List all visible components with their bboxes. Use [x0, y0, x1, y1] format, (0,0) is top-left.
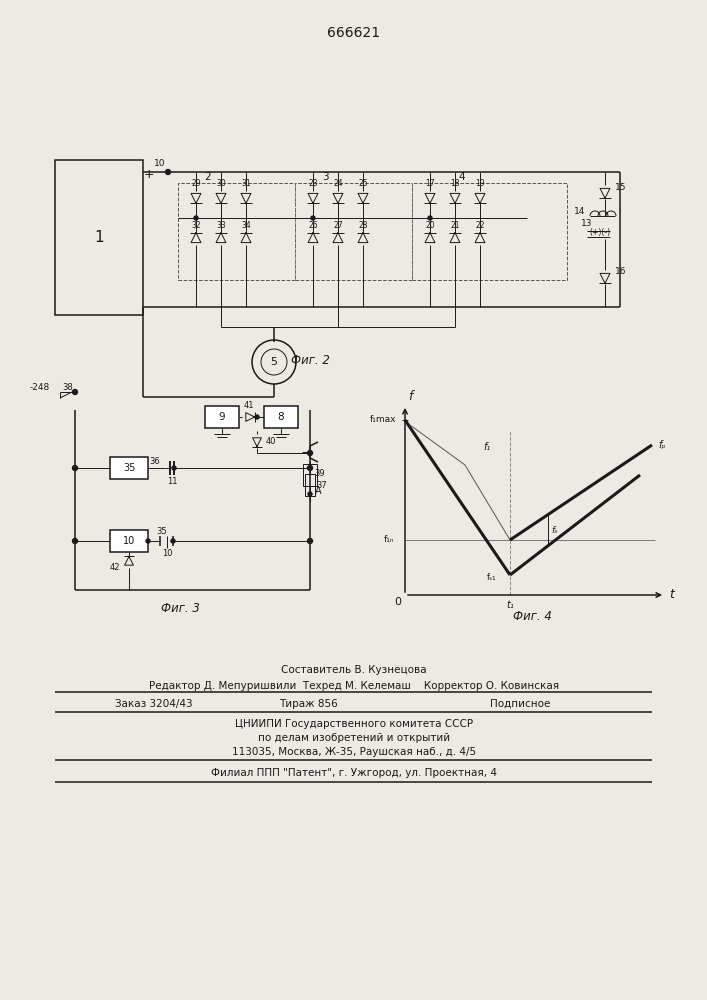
Text: 16: 16 — [615, 267, 626, 276]
Circle shape — [308, 450, 312, 456]
Text: Тираж 856: Тираж 856 — [279, 699, 337, 709]
Text: t: t — [670, 588, 674, 601]
Text: 10: 10 — [162, 548, 173, 558]
Circle shape — [308, 466, 312, 471]
Circle shape — [73, 466, 78, 471]
Bar — [303, 464, 317, 486]
Circle shape — [171, 539, 175, 543]
Circle shape — [311, 216, 315, 220]
Text: 41: 41 — [244, 400, 255, 410]
Text: 40: 40 — [266, 436, 276, 446]
Text: Составитель В. Кузнецова: Составитель В. Кузнецова — [281, 665, 427, 675]
Text: 35: 35 — [123, 463, 135, 473]
Text: f₁ₙ: f₁ₙ — [384, 536, 395, 544]
Circle shape — [308, 492, 312, 496]
Circle shape — [165, 169, 170, 174]
Text: 42: 42 — [110, 562, 120, 572]
Text: 26: 26 — [308, 222, 318, 231]
Circle shape — [172, 466, 176, 470]
Text: t₁: t₁ — [506, 600, 514, 610]
Text: 1: 1 — [94, 231, 104, 245]
Text: ЦНИИПИ Государственного комитета СССР: ЦНИИПИ Государственного комитета СССР — [235, 719, 473, 729]
Text: Фиг. 2: Фиг. 2 — [291, 354, 329, 366]
Text: 31: 31 — [241, 180, 251, 188]
Text: 23: 23 — [308, 180, 318, 188]
Text: 15: 15 — [615, 182, 626, 192]
Text: 8: 8 — [278, 412, 284, 422]
Text: 113035, Москва, Ж-35, Раушская наб., д. 4/5: 113035, Москва, Ж-35, Раушская наб., д. … — [232, 747, 476, 757]
Circle shape — [308, 538, 312, 544]
Text: fₚ: fₚ — [658, 440, 666, 450]
Text: A: A — [315, 486, 321, 496]
Circle shape — [73, 389, 78, 394]
Text: 36: 36 — [150, 456, 160, 466]
Text: 3: 3 — [322, 172, 328, 182]
Text: 25: 25 — [358, 180, 368, 188]
Bar — [55, 160, 143, 315]
Bar — [110, 457, 148, 479]
Text: 5: 5 — [271, 357, 278, 367]
Text: 22: 22 — [475, 222, 485, 231]
Text: 10: 10 — [123, 536, 135, 546]
Text: 28: 28 — [358, 222, 368, 231]
Text: 2: 2 — [205, 172, 211, 182]
Text: Фиг. 4: Фиг. 4 — [513, 610, 551, 624]
Text: 27: 27 — [333, 222, 343, 231]
Text: 35: 35 — [157, 526, 168, 536]
Text: (+)(-): (+)(-) — [590, 229, 611, 237]
Text: 24: 24 — [333, 180, 343, 188]
Text: 32: 32 — [191, 222, 201, 231]
Text: fₛ: fₛ — [551, 526, 559, 535]
Circle shape — [194, 216, 198, 220]
Bar — [264, 406, 298, 428]
Text: 4: 4 — [459, 172, 465, 182]
Text: 30: 30 — [216, 180, 226, 188]
Text: +: + — [144, 168, 154, 182]
Bar — [110, 530, 148, 552]
Bar — [178, 183, 295, 280]
Text: 13: 13 — [581, 219, 592, 228]
Text: 29: 29 — [191, 180, 201, 188]
Circle shape — [255, 415, 259, 419]
Bar — [305, 474, 315, 496]
Text: Заказ 3204/43: Заказ 3204/43 — [115, 699, 192, 709]
Text: 10: 10 — [154, 159, 165, 168]
Text: 9: 9 — [218, 412, 226, 422]
Text: 11: 11 — [167, 477, 177, 486]
Text: 0: 0 — [395, 597, 402, 607]
Bar — [412, 183, 567, 280]
Text: 17: 17 — [425, 180, 435, 188]
Text: 39: 39 — [315, 468, 325, 478]
Text: Редактор Д. Мепуришвили  Техред М. Келемаш    Корректор О. Ковинская: Редактор Д. Мепуришвили Техред М. Келема… — [149, 681, 559, 691]
Text: fₛ₁: fₛ₁ — [487, 572, 497, 582]
Text: 38: 38 — [63, 383, 74, 392]
Text: -248: -248 — [30, 383, 50, 392]
Text: 14: 14 — [574, 207, 585, 216]
Text: f₁: f₁ — [484, 442, 491, 452]
Circle shape — [428, 216, 432, 220]
Text: 21: 21 — [450, 222, 460, 231]
Circle shape — [146, 539, 150, 543]
Text: 666621: 666621 — [327, 26, 380, 40]
Circle shape — [73, 538, 78, 544]
Text: 20: 20 — [425, 222, 435, 231]
Text: f₁max: f₁max — [370, 416, 396, 424]
Bar — [205, 406, 239, 428]
Text: 34: 34 — [241, 222, 251, 231]
Text: 33: 33 — [216, 222, 226, 231]
Bar — [295, 183, 412, 280]
Text: 18: 18 — [450, 180, 460, 188]
Text: Подписное: Подписное — [490, 699, 550, 709]
Text: f: f — [408, 389, 412, 402]
Text: Фиг. 3: Фиг. 3 — [160, 601, 199, 614]
Text: Филиал ППП "Патент", г. Ужгород, ул. Проектная, 4: Филиал ППП "Патент", г. Ужгород, ул. Про… — [211, 768, 497, 778]
Text: по делам изобретений и открытий: по делам изобретений и открытий — [258, 733, 450, 743]
Text: 19: 19 — [475, 180, 485, 188]
Text: 37: 37 — [317, 481, 327, 489]
